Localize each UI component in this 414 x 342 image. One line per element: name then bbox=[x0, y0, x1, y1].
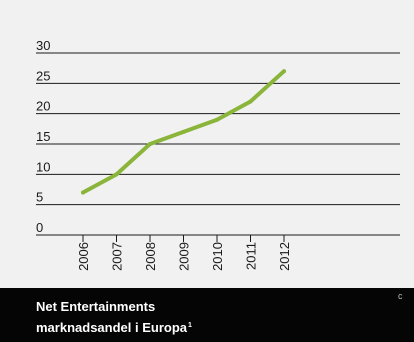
x-tick-label: 2008 bbox=[143, 242, 158, 271]
data-point bbox=[248, 99, 253, 104]
y-tick-label: 25 bbox=[36, 68, 50, 83]
x-tick-label: 2010 bbox=[210, 242, 225, 271]
chart-title-line-2: marknadsandel i Europa bbox=[36, 320, 187, 335]
chart-title: Net Entertainments marknadsandel i Europ… bbox=[36, 296, 356, 338]
data-point bbox=[114, 172, 119, 177]
data-point bbox=[181, 129, 186, 134]
y-tick-label: 30 bbox=[36, 38, 50, 53]
x-tick-label: 2007 bbox=[110, 242, 125, 271]
x-tick-label: 2006 bbox=[76, 242, 91, 271]
line-chart: 0 5 10 15 20 25 30 2006 2007 2008 2009 2010 2011 2012 bbox=[36, 38, 400, 271]
y-tick-label: 0 bbox=[36, 220, 43, 235]
y-tick-label: 5 bbox=[36, 190, 43, 205]
chart-caption-bar: Net Entertainments marknadsandel i Europ… bbox=[0, 288, 414, 342]
data-point bbox=[148, 142, 152, 146]
y-tick-label: 15 bbox=[36, 129, 50, 144]
data-point bbox=[215, 117, 219, 122]
y-tick-label: 20 bbox=[36, 99, 50, 114]
x-tick-label: 2009 bbox=[177, 242, 192, 271]
footnote-marker: 1 bbox=[188, 322, 192, 329]
chart-panel: 0 5 10 15 20 25 30 2006 2007 2008 2009 2010 2011 2012 bbox=[0, 0, 414, 288]
data-point bbox=[81, 190, 85, 195]
data-point bbox=[282, 69, 286, 74]
x-tick-label: 2011 bbox=[244, 242, 259, 270]
x-tick-label: 2012 bbox=[277, 242, 292, 271]
y-tick-label: 10 bbox=[36, 159, 50, 174]
chart-title-line-1: Net Entertainments bbox=[36, 299, 156, 314]
corner-mark: c bbox=[398, 291, 403, 301]
